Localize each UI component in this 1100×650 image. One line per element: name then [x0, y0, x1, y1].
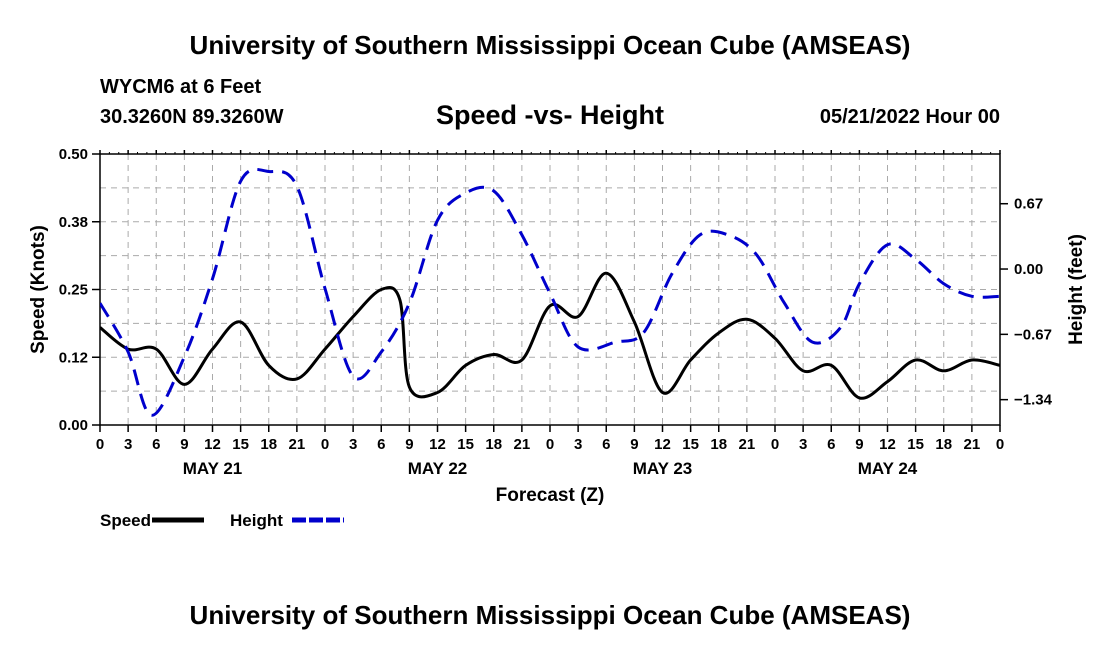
x-tick-label: 0 — [96, 436, 104, 453]
x-tick-label: 15 — [232, 436, 249, 453]
x-tick-label: 9 — [630, 436, 638, 453]
x-tick-label: 12 — [204, 436, 221, 453]
x-tick-label: 18 — [260, 436, 277, 453]
date-label: 05/21/2022 Hour 00 — [819, 106, 1000, 128]
x-tick-label: 18 — [485, 436, 502, 453]
x-tick-label: 12 — [879, 436, 896, 453]
y-right-axis-title: Height (feet) — [1066, 234, 1087, 345]
location-label: 30.3260N 89.3260W — [100, 106, 284, 128]
day-label: MAY 21 — [183, 459, 243, 478]
series-line-speed — [100, 271, 1000, 400]
y-left-tick-label: 0.00 — [59, 417, 88, 434]
station-label: WYCM6 at 6 Feet — [100, 76, 262, 98]
bottom-title: University of Southern Mississippi Ocean… — [189, 600, 911, 630]
x-tick-label: 9 — [180, 436, 188, 453]
y-left-tick-label: 0.12 — [59, 349, 88, 366]
x-tick-label: 15 — [457, 436, 474, 453]
x-tick-label: 3 — [349, 436, 357, 453]
legend-label-speed: Speed — [100, 511, 151, 530]
y-left-tick-label: 0.38 — [59, 214, 88, 231]
x-tick-label: 15 — [682, 436, 699, 453]
x-tick-label: 0 — [771, 436, 779, 453]
x-tick-label: 18 — [710, 436, 727, 453]
x-tick-label: 15 — [907, 436, 924, 453]
y-right-tick-label: 0.00 — [1014, 261, 1043, 278]
x-tick-label: 0 — [996, 436, 1004, 453]
x-tick-label: 3 — [799, 436, 807, 453]
y-left-axis-title: Speed (Knots) — [28, 225, 49, 354]
x-tick-label: 3 — [124, 436, 132, 453]
series-line-height — [100, 167, 1000, 417]
x-tick-label: 9 — [855, 436, 863, 453]
x-tick-label: 6 — [602, 436, 610, 453]
x-tick-label: 21 — [964, 436, 981, 453]
x-tick-label: 12 — [654, 436, 671, 453]
x-tick-label: 3 — [574, 436, 582, 453]
x-tick-label: 6 — [377, 436, 385, 453]
chart-title: Speed -vs- Height — [435, 100, 665, 130]
plot-frame — [99, 153, 1001, 426]
y-left-tick-label: 0.50 — [59, 146, 88, 163]
x-tick-label: 12 — [429, 436, 446, 453]
x-axis-title: Forecast (Z) — [496, 485, 605, 506]
x-tick-label: 9 — [405, 436, 413, 453]
x-tick-label: 21 — [739, 436, 756, 453]
x-tick-label: 6 — [152, 436, 160, 453]
day-label: MAY 23 — [633, 459, 693, 478]
day-label: MAY 22 — [408, 459, 468, 478]
y-left-tick-label: 0.25 — [59, 282, 88, 299]
x-tick-label: 0 — [546, 436, 554, 453]
y-right-tick-label: 0.67 — [1014, 196, 1043, 213]
x-tick-label: 21 — [514, 436, 531, 453]
y-right-tick-label: −0.67 — [1014, 326, 1052, 343]
x-tick-label: 6 — [827, 436, 835, 453]
x-tick-label: 21 — [289, 436, 306, 453]
legend-label-height: Height — [230, 511, 283, 530]
top-title: University of Southern Mississippi Ocean… — [189, 30, 911, 60]
day-label: MAY 24 — [858, 459, 918, 478]
y-right-tick-label: −1.34 — [1014, 392, 1053, 409]
x-tick-label: 0 — [321, 436, 329, 453]
x-tick-label: 18 — [935, 436, 952, 453]
